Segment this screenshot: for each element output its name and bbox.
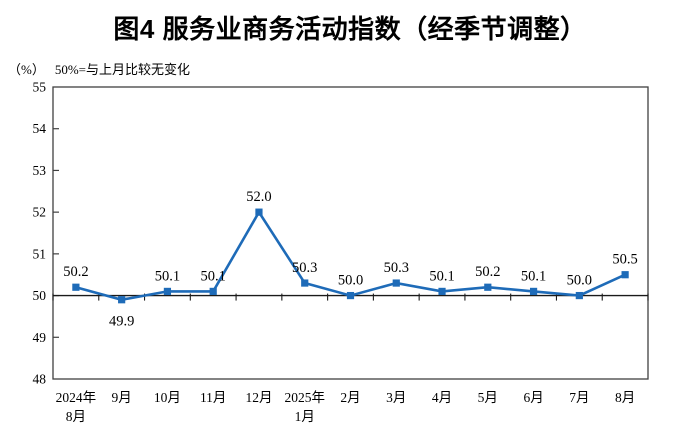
data-point: [163, 287, 172, 295]
x-tick-label: 5月: [478, 390, 498, 405]
data-point: [438, 287, 446, 295]
x-tick-label: 11月: [200, 390, 227, 405]
y-tick-label: 49: [33, 330, 47, 345]
y-tick-label: 50: [33, 288, 47, 303]
data-point: [484, 283, 492, 291]
y-tick-label: 55: [33, 80, 47, 95]
baseline-note: 50%=与上月比较无变化: [54, 62, 191, 77]
y-axis-unit-label: （%）: [8, 62, 45, 77]
x-tick-label: 6月: [523, 390, 543, 405]
x-tick-label: 7月: [569, 390, 589, 405]
data-label: 50.0: [567, 273, 592, 289]
data-point: [575, 291, 583, 300]
x-tick-label: 3月: [386, 390, 406, 405]
data-label: 49.9: [109, 314, 134, 330]
data-point: [255, 208, 263, 216]
y-tick-label: 48: [33, 372, 47, 387]
data-label: 50.1: [521, 268, 546, 284]
x-tick-label: 12月: [245, 390, 272, 405]
data-label: 50.3: [384, 260, 409, 276]
x-tick-label: 4月: [432, 390, 452, 405]
x-tick-label: 2月: [340, 390, 360, 405]
data-label: 52.0: [246, 189, 271, 205]
y-tick-label: 54: [33, 121, 47, 136]
data-point: [118, 296, 126, 304]
y-tick-label: 53: [33, 163, 47, 178]
x-tick-label: 1月: [295, 409, 315, 424]
plot-border: [52, 86, 649, 380]
x-tick-label: 8月: [66, 409, 86, 424]
x-tick-label: 10月: [154, 390, 181, 405]
data-label: 50.5: [612, 252, 637, 268]
data-point: [529, 287, 538, 295]
data-point: [301, 279, 309, 287]
data-label: 50.3: [292, 260, 317, 276]
data-label: 50.0: [338, 273, 363, 289]
data-point: [209, 287, 217, 295]
data-label: 50.2: [475, 264, 500, 280]
data-label: 50.1: [201, 268, 226, 284]
x-tick-label: 9月: [112, 390, 132, 405]
x-tick-label: 8月: [615, 390, 635, 405]
x-tick-label: 2024年: [56, 390, 97, 405]
data-point: [621, 271, 629, 279]
data-point: [392, 279, 400, 287]
data-label: 50.1: [429, 268, 454, 284]
data-label: 50.1: [155, 268, 180, 284]
x-tick-label: 2025年: [284, 390, 325, 405]
data-point: [346, 291, 355, 300]
y-tick-label: 52: [33, 205, 47, 220]
chart-title: 图4 服务业商务活动指数（经季节调整）: [113, 14, 587, 44]
data-point: [72, 283, 80, 291]
axis-note-row: （%） 50%=与上月比较无变化: [8, 59, 190, 78]
data-label: 50.2: [63, 264, 88, 280]
y-tick-label: 51: [33, 246, 47, 261]
